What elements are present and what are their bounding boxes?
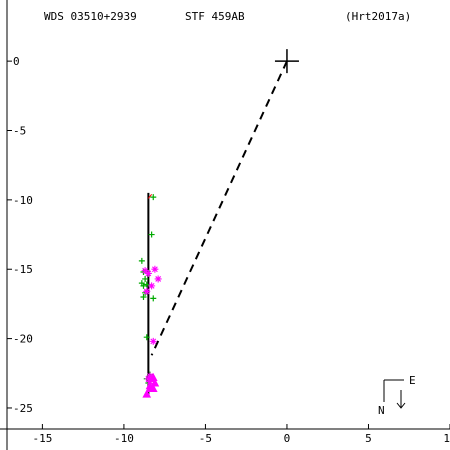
- x-tick-label: 0: [284, 432, 291, 445]
- interferometric-point: [141, 267, 149, 275]
- y-tick-label: -10: [13, 194, 33, 207]
- reference-label: (Hrt2017a): [345, 10, 411, 23]
- interferometric-point: [144, 375, 152, 383]
- micrometer-point: [150, 295, 157, 302]
- micrometer-point: [148, 231, 155, 238]
- interferometric-point: [148, 282, 156, 290]
- y-tick-label: -25: [13, 402, 33, 415]
- compass-east-label: E: [409, 374, 416, 387]
- x-tick-label: -5: [199, 432, 212, 445]
- discoverer-label: STF 459AB: [185, 10, 245, 23]
- micrometer-point: [138, 257, 145, 264]
- interferometric-point: [144, 269, 152, 277]
- wds-id-label: WDS 03510+2939: [44, 10, 137, 23]
- micrometer-point: [143, 334, 150, 341]
- primary-star-marker: [274, 49, 299, 74]
- node-line-layer: [150, 60, 288, 356]
- micrometer-point: [142, 275, 149, 282]
- y-tick-label: -5: [13, 125, 26, 138]
- interferometric-point: [149, 337, 157, 345]
- micrometer-point: [140, 282, 147, 289]
- orbit-layer: [147, 192, 153, 397]
- compass-arrow-head: [396, 402, 406, 409]
- micrometer-point: [150, 194, 157, 201]
- y-tick-label: 0: [13, 55, 20, 68]
- y-tick-label: -20: [13, 333, 33, 346]
- compass-indicator: E N: [378, 374, 416, 417]
- interferometric-point: [143, 287, 151, 295]
- residual-line: [147, 194, 153, 199]
- primary-layer: [274, 49, 299, 74]
- x-tick-label: 10: [443, 432, 450, 445]
- triangle-point: [142, 389, 152, 398]
- node-line: [150, 60, 288, 356]
- interferometric-point: [151, 265, 159, 273]
- interferometric-point: [154, 275, 162, 283]
- y-tick-label: -15: [13, 263, 33, 276]
- compass-north-label: N: [378, 404, 385, 417]
- micrometer-point: [143, 281, 150, 288]
- x-tick-label: -15: [32, 432, 52, 445]
- interferometric-point: [146, 372, 154, 380]
- triangle-point: [148, 383, 158, 393]
- micrometer-point: [140, 293, 147, 300]
- x-tick-label: -10: [114, 432, 134, 445]
- x-tick-label: 5: [365, 432, 372, 445]
- points-layer: [138, 194, 162, 398]
